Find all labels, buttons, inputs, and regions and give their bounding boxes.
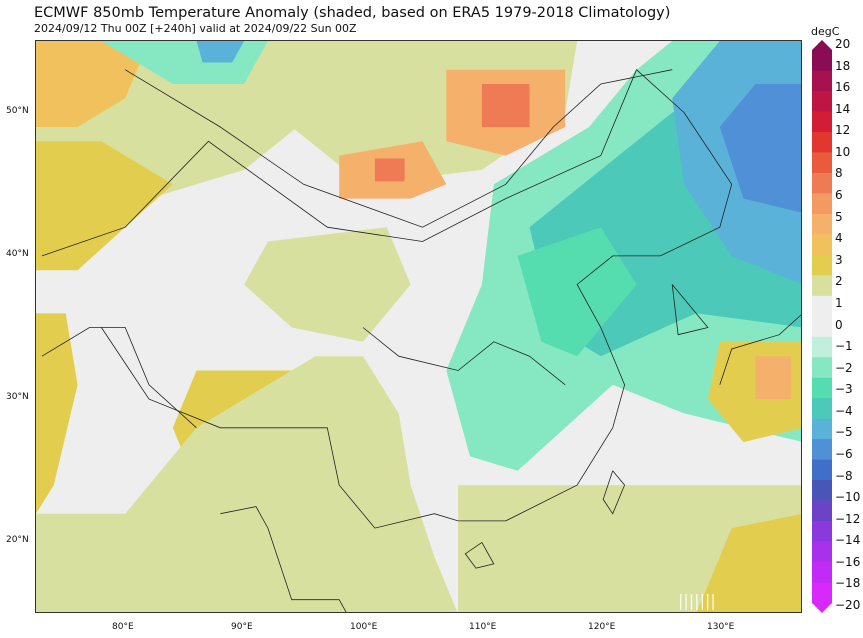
anomaly-region-3 <box>36 313 78 514</box>
anomaly-region-23 <box>755 356 792 400</box>
lon-label: 130°E <box>707 622 735 632</box>
colorbar-swatch <box>812 541 832 563</box>
colorbar-label: 5 <box>835 210 843 224</box>
colorbar-label: 6 <box>835 188 843 202</box>
anomaly-region-21 <box>196 41 245 63</box>
anomaly-region-2 <box>36 141 173 271</box>
lat-label: 30°N <box>6 392 29 402</box>
lon-label: 90°E <box>231 622 253 632</box>
colorbar-label: 3 <box>835 253 843 267</box>
colorbar-label: −18 <box>835 576 861 590</box>
colorbar-min-triangle <box>812 603 832 613</box>
colorbar-label: −10 <box>835 490 861 504</box>
boundary-line-3 <box>220 506 347 612</box>
boundary-line-5 <box>602 470 626 515</box>
colorbar-swatch <box>812 50 832 71</box>
colorbar-label: −6 <box>835 447 853 461</box>
colorbar-swatch <box>812 131 832 153</box>
colorbar-label: −1 <box>835 339 853 353</box>
colorbar-swatch <box>812 111 832 133</box>
boundary-line-8 <box>41 327 197 429</box>
map-subtitle: 2024/09/12 Thu 00Z [+240h] valid at 2024… <box>34 22 357 35</box>
boundary-line-9 <box>362 327 566 386</box>
colorbar-label: 8 <box>835 166 843 180</box>
colorbar-swatch <box>812 234 832 256</box>
colorbar-swatch <box>812 295 832 317</box>
colorbar-swatch <box>812 275 832 297</box>
colorbar-label: −8 <box>835 469 853 483</box>
lon-label: 80°E <box>112 622 134 632</box>
colorbar-unit: degC <box>811 25 840 38</box>
colorbar-swatch <box>812 172 832 194</box>
colorbar-swatch <box>812 70 832 92</box>
colorbar-label: 4 <box>835 231 843 245</box>
colorbar-swatch <box>812 582 832 604</box>
colorbar <box>812 40 832 613</box>
colorbar-max-triangle <box>812 40 832 50</box>
boundary-line-2 <box>124 69 673 228</box>
watermark-logo: ||||||| <box>678 591 716 610</box>
anomaly-region-13 <box>696 514 801 612</box>
boundary-line-6 <box>671 284 709 336</box>
colorbar-swatch <box>812 459 832 481</box>
colorbar-label: 16 <box>835 80 851 94</box>
map-title: ECMWF 850mb Temperature Anomaly (shaded,… <box>34 5 671 21</box>
colorbar-label: 14 <box>835 102 851 116</box>
colorbar-label: −4 <box>835 404 853 418</box>
anomaly-region-1 <box>36 41 149 127</box>
colorbar-label: −5 <box>835 425 853 439</box>
lon-label: 100°E <box>350 622 378 632</box>
colorbar-swatch <box>812 357 832 379</box>
colorbar-label: −14 <box>835 533 861 547</box>
colorbar-swatch <box>812 336 832 358</box>
anomaly-region-8 <box>374 158 405 182</box>
boundary-line-1 <box>101 327 459 529</box>
colorbar-swatch <box>812 377 832 399</box>
anomaly-region-6 <box>481 84 530 127</box>
boundary-line-7 <box>719 314 801 385</box>
colorbar-label: 2 <box>835 274 843 288</box>
map-panel: ||||||| <box>35 40 802 613</box>
lat-label: 40°N <box>6 249 29 259</box>
lon-label: 110°E <box>469 622 497 632</box>
colorbar-label: −16 <box>835 555 861 569</box>
colorbar-label: −2 <box>835 361 853 375</box>
colorbar-label: 20 <box>835 37 851 51</box>
lat-label: 20°N <box>6 535 29 545</box>
colorbar-label: −12 <box>835 512 861 526</box>
colorbar-label: 0 <box>835 318 843 332</box>
colorbar-swatch <box>812 418 832 440</box>
colorbar-swatch <box>812 562 832 584</box>
boundary-line-0 <box>41 69 733 522</box>
colorbar-swatch <box>812 398 832 420</box>
colorbar-label: 1 <box>835 296 843 310</box>
anomaly-region-18 <box>517 227 637 357</box>
colorbar-swatch <box>812 500 832 522</box>
colorbar-label: 10 <box>835 145 851 159</box>
colorbar-label: 18 <box>835 59 851 73</box>
lat-label: 50°N <box>6 106 29 116</box>
lon-label: 120°E <box>588 622 616 632</box>
colorbar-swatch <box>812 254 832 276</box>
colorbar-swatch <box>812 316 832 338</box>
colorbar-swatch <box>812 152 832 174</box>
anomaly-region-14 <box>244 227 411 342</box>
colorbar-swatch <box>812 193 832 215</box>
boundary-line-4 <box>464 542 495 569</box>
colorbar-label: 12 <box>835 123 851 137</box>
colorbar-swatch <box>812 90 832 112</box>
anomaly-region-19 <box>719 84 801 213</box>
colorbar-label: −3 <box>835 382 853 396</box>
anomaly-region-11 <box>36 356 458 612</box>
colorbar-swatch <box>812 439 832 461</box>
colorbar-swatch <box>812 521 832 543</box>
colorbar-swatch <box>812 480 832 502</box>
colorbar-label: −20 <box>835 598 861 612</box>
colorbar-swatch <box>812 213 832 235</box>
anomaly-map: ||||||| <box>36 41 801 612</box>
